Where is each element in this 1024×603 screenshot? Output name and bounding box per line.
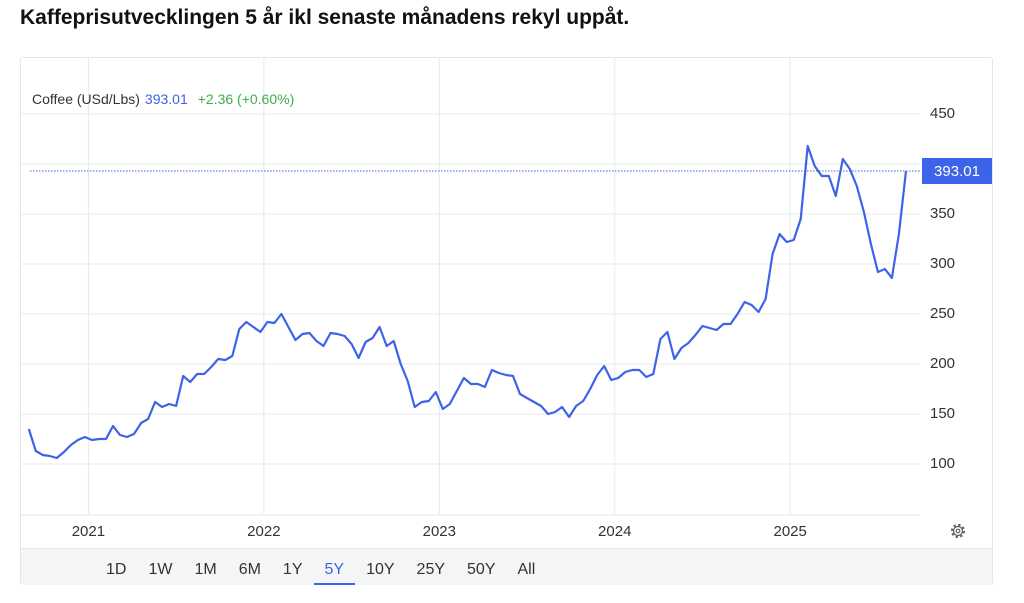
x-tick-label: 2025 [773, 523, 806, 540]
range-button[interactable]: 1W [148, 561, 173, 578]
range-button[interactable]: 1Y [282, 561, 303, 578]
range-bar [21, 548, 992, 585]
x-tick-label: 2022 [247, 523, 280, 540]
page-title: Kaffeprisutvecklingen 5 år ikl senaste m… [20, 6, 630, 29]
range-button[interactable]: All [517, 561, 536, 578]
settings-icon[interactable] [950, 523, 966, 539]
y-tick-label: 300 [930, 255, 955, 272]
legend: Coffee (USd/Lbs) 393.01 +2.36 (+0.60%) [32, 91, 294, 107]
y-tick-label: 100 [930, 455, 955, 472]
last-price-label: 393.01 [934, 163, 980, 180]
y-tick-label: 450 [930, 105, 955, 122]
y-tick-label: 150 [930, 405, 955, 422]
x-tick-label: 2023 [423, 523, 456, 540]
last-price-tag [922, 157, 992, 184]
range-button[interactable]: 1D [106, 561, 127, 578]
legend-value: 393.01 [145, 91, 188, 107]
range-button[interactable]: 10Y [366, 561, 395, 578]
legend-change: +2.36 (+0.60%) [198, 91, 295, 107]
range-buttons: 1D 1W 1M 6M 1Y 5Y 10Y 25Y 50Y All [95, 559, 546, 585]
range-button[interactable]: 50Y [467, 561, 496, 578]
legend-name: Coffee (USd/Lbs) [32, 91, 140, 107]
y-tick-label: 200 [930, 355, 955, 372]
range-button[interactable]: 1M [194, 561, 217, 578]
y-tick-label: 350 [930, 205, 955, 222]
y-tick-label: 250 [930, 305, 955, 322]
x-tick-label: 2021 [72, 523, 105, 540]
x-tick-label: 2024 [598, 523, 631, 540]
price-line [27, 144, 908, 460]
range-button[interactable]: 5Y [313, 559, 356, 585]
range-button[interactable]: 6M [238, 561, 261, 578]
range-button[interactable]: 25Y [416, 561, 446, 578]
